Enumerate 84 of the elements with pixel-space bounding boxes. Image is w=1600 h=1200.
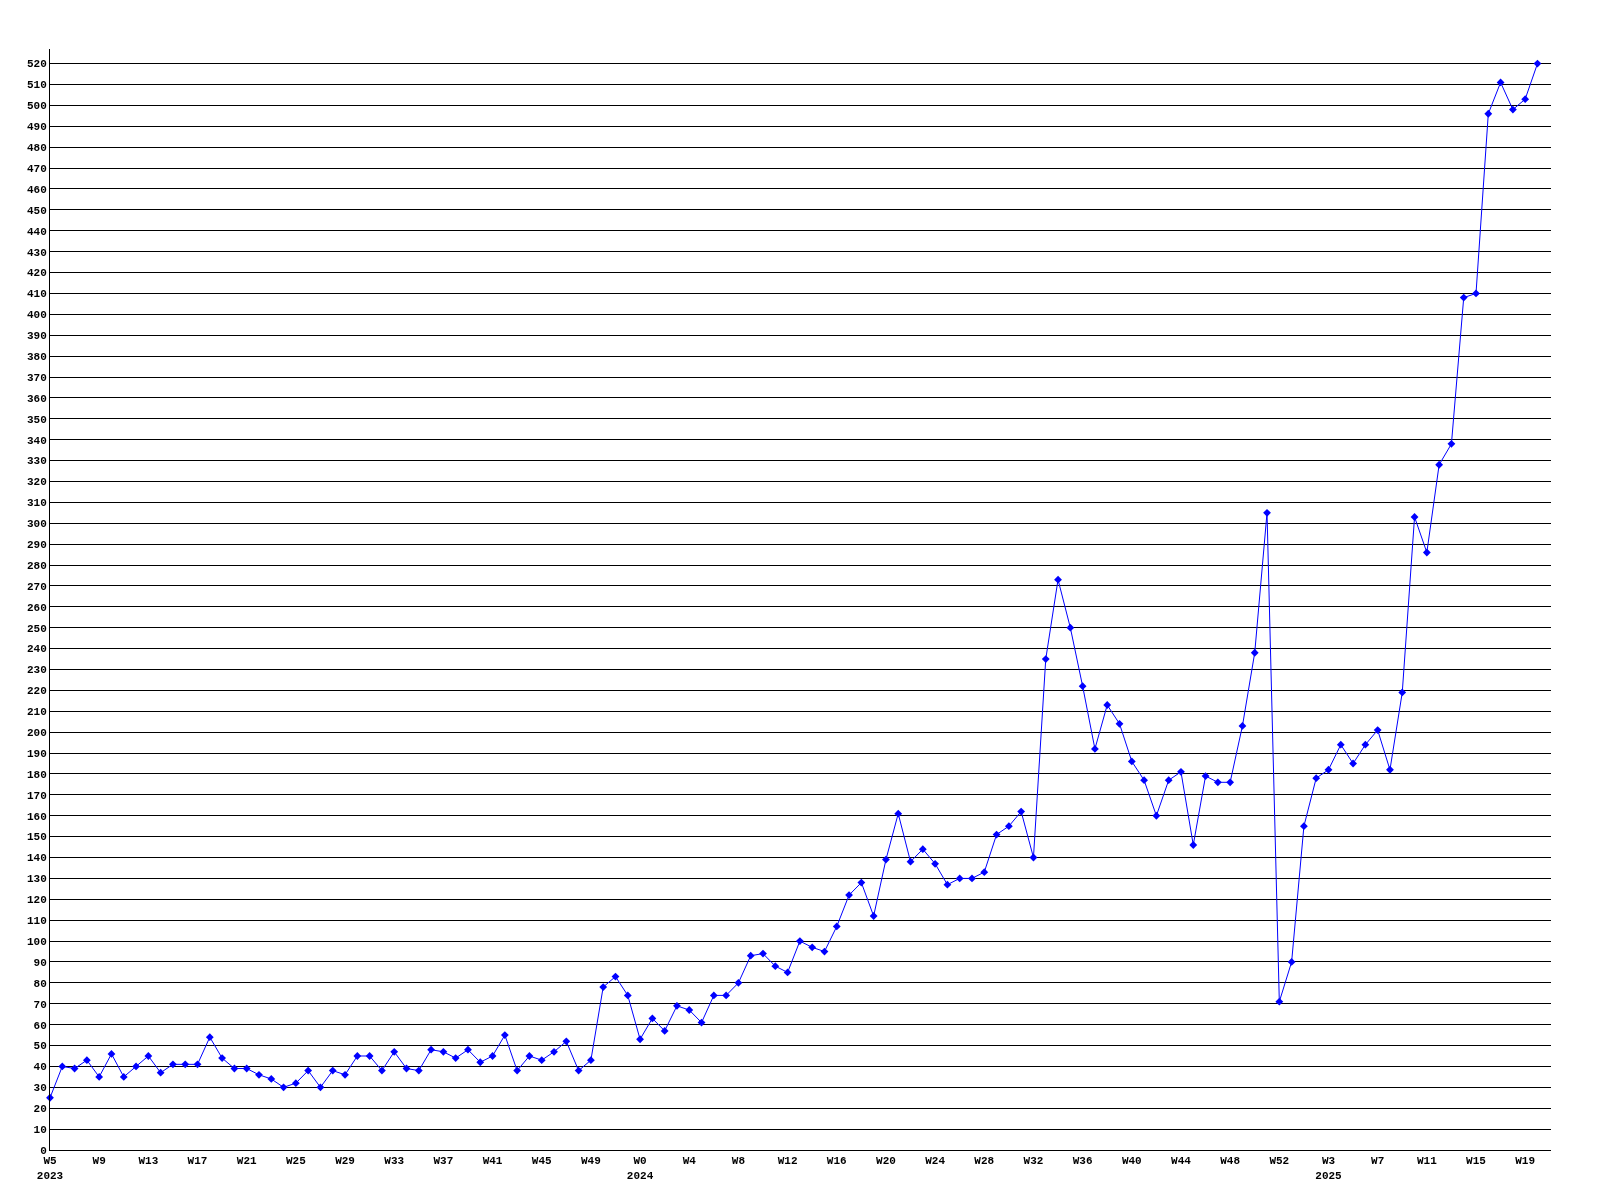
- x-tick-label: W4: [682, 1155, 697, 1168]
- y-tick-label: 230: [26, 664, 47, 677]
- y-tick-label: 370: [26, 371, 47, 384]
- y-tick-label: 500: [26, 100, 47, 113]
- x-tick-label: W15: [1466, 1155, 1487, 1168]
- y-tick-label: 210: [26, 706, 47, 719]
- x-tick-label: W49: [580, 1155, 601, 1168]
- x-tick-label: W28: [974, 1155, 995, 1168]
- y-tick-label: 460: [26, 183, 47, 196]
- y-tick-label: 310: [26, 497, 47, 510]
- y-tick-label: 200: [26, 727, 47, 740]
- y-tick-label: 130: [26, 873, 47, 886]
- y-tick-label: 350: [26, 413, 47, 426]
- x-tick-label: W3 2025: [1315, 1155, 1343, 1182]
- x-tick-label: W12: [777, 1155, 798, 1168]
- y-tick-label: 180: [26, 768, 47, 781]
- y-tick-label: 390: [26, 330, 47, 343]
- y-tick-label: 50: [33, 1040, 47, 1053]
- y-tick-label: 150: [26, 831, 47, 844]
- x-tick-label: W16: [826, 1155, 847, 1168]
- x-tick-label: W9: [92, 1155, 106, 1168]
- y-tick-label: 260: [26, 601, 47, 614]
- y-tick-label: 340: [26, 434, 47, 447]
- x-tick-label: W32: [1023, 1155, 1044, 1168]
- y-tick-label: 60: [33, 1019, 47, 1032]
- y-tick-label: 410: [26, 288, 47, 301]
- x-tick-label: W37: [433, 1155, 454, 1168]
- x-tick-label: W33: [384, 1155, 405, 1168]
- x-tick-label: W0 2024: [626, 1155, 654, 1182]
- y-tick-label: 120: [26, 894, 47, 907]
- x-tick-label: W40: [1121, 1155, 1142, 1168]
- y-tick-label: 520: [26, 58, 47, 71]
- x-tick-label: W19: [1515, 1155, 1536, 1168]
- y-tick-label: 420: [26, 267, 47, 280]
- y-tick-label: 320: [26, 476, 47, 489]
- y-tick-label: 330: [26, 455, 47, 468]
- x-tick-label: W21: [236, 1155, 257, 1168]
- y-tick-label: 490: [26, 121, 47, 134]
- y-tick-label: 0: [40, 1144, 47, 1157]
- y-tick-label: 450: [26, 204, 47, 217]
- y-tick-label: 360: [26, 392, 47, 405]
- y-tick-label: 240: [26, 643, 47, 656]
- x-tick-label: W48: [1220, 1155, 1241, 1168]
- y-tick-label: 170: [26, 789, 47, 802]
- x-tick-label: W29: [335, 1155, 355, 1168]
- x-tick-label: W36: [1072, 1155, 1093, 1168]
- y-tick-label: 270: [26, 580, 47, 593]
- x-tick-label: W25: [285, 1155, 307, 1168]
- y-tick-label: 300: [26, 518, 47, 531]
- y-tick-label: 40: [33, 1061, 47, 1074]
- y-tick-label: 430: [26, 246, 47, 259]
- x-tick-label: W20: [876, 1155, 896, 1168]
- y-tick-label: 20: [33, 1103, 47, 1116]
- y-tick-label: 380: [26, 350, 47, 363]
- y-tick-label: 70: [33, 998, 47, 1011]
- x-tick-label: W24: [925, 1155, 946, 1168]
- y-tick-label: 30: [33, 1082, 47, 1095]
- x-tick-label: W5 2023: [36, 1155, 64, 1182]
- x-tick-label: W8: [731, 1155, 746, 1168]
- y-tick-label: 140: [26, 852, 47, 865]
- x-tick-label: W52: [1269, 1155, 1290, 1168]
- y-tick-label: 110: [26, 915, 47, 928]
- y-tick-label: 250: [26, 622, 47, 635]
- y-tick-label: 160: [26, 810, 47, 823]
- y-tick-label: 220: [26, 685, 47, 698]
- y-tick-label: 290: [26, 538, 47, 551]
- y-tick-label: 90: [33, 956, 47, 969]
- x-tick-label: W7: [1371, 1155, 1385, 1168]
- y-tick-label: 80: [33, 977, 47, 990]
- y-tick-label: 480: [26, 142, 47, 155]
- x-tick-label: W41: [482, 1155, 503, 1168]
- y-tick-label: 400: [26, 309, 47, 322]
- x-tick-label: W44: [1171, 1155, 1192, 1168]
- y-tick-label: 280: [26, 559, 47, 572]
- y-tick-label: 190: [26, 747, 47, 760]
- x-tick-label: W45: [531, 1155, 553, 1168]
- y-tick-label: 100: [26, 935, 47, 948]
- x-tick-label: W11: [1416, 1155, 1438, 1168]
- x-tick-label: W17: [187, 1155, 208, 1168]
- y-tick-label: 10: [33, 1123, 47, 1136]
- y-tick-label: 510: [26, 79, 47, 92]
- y-tick-label: 470: [26, 162, 47, 175]
- x-tick-label: W13: [138, 1155, 159, 1168]
- y-tick-label: 440: [26, 225, 47, 238]
